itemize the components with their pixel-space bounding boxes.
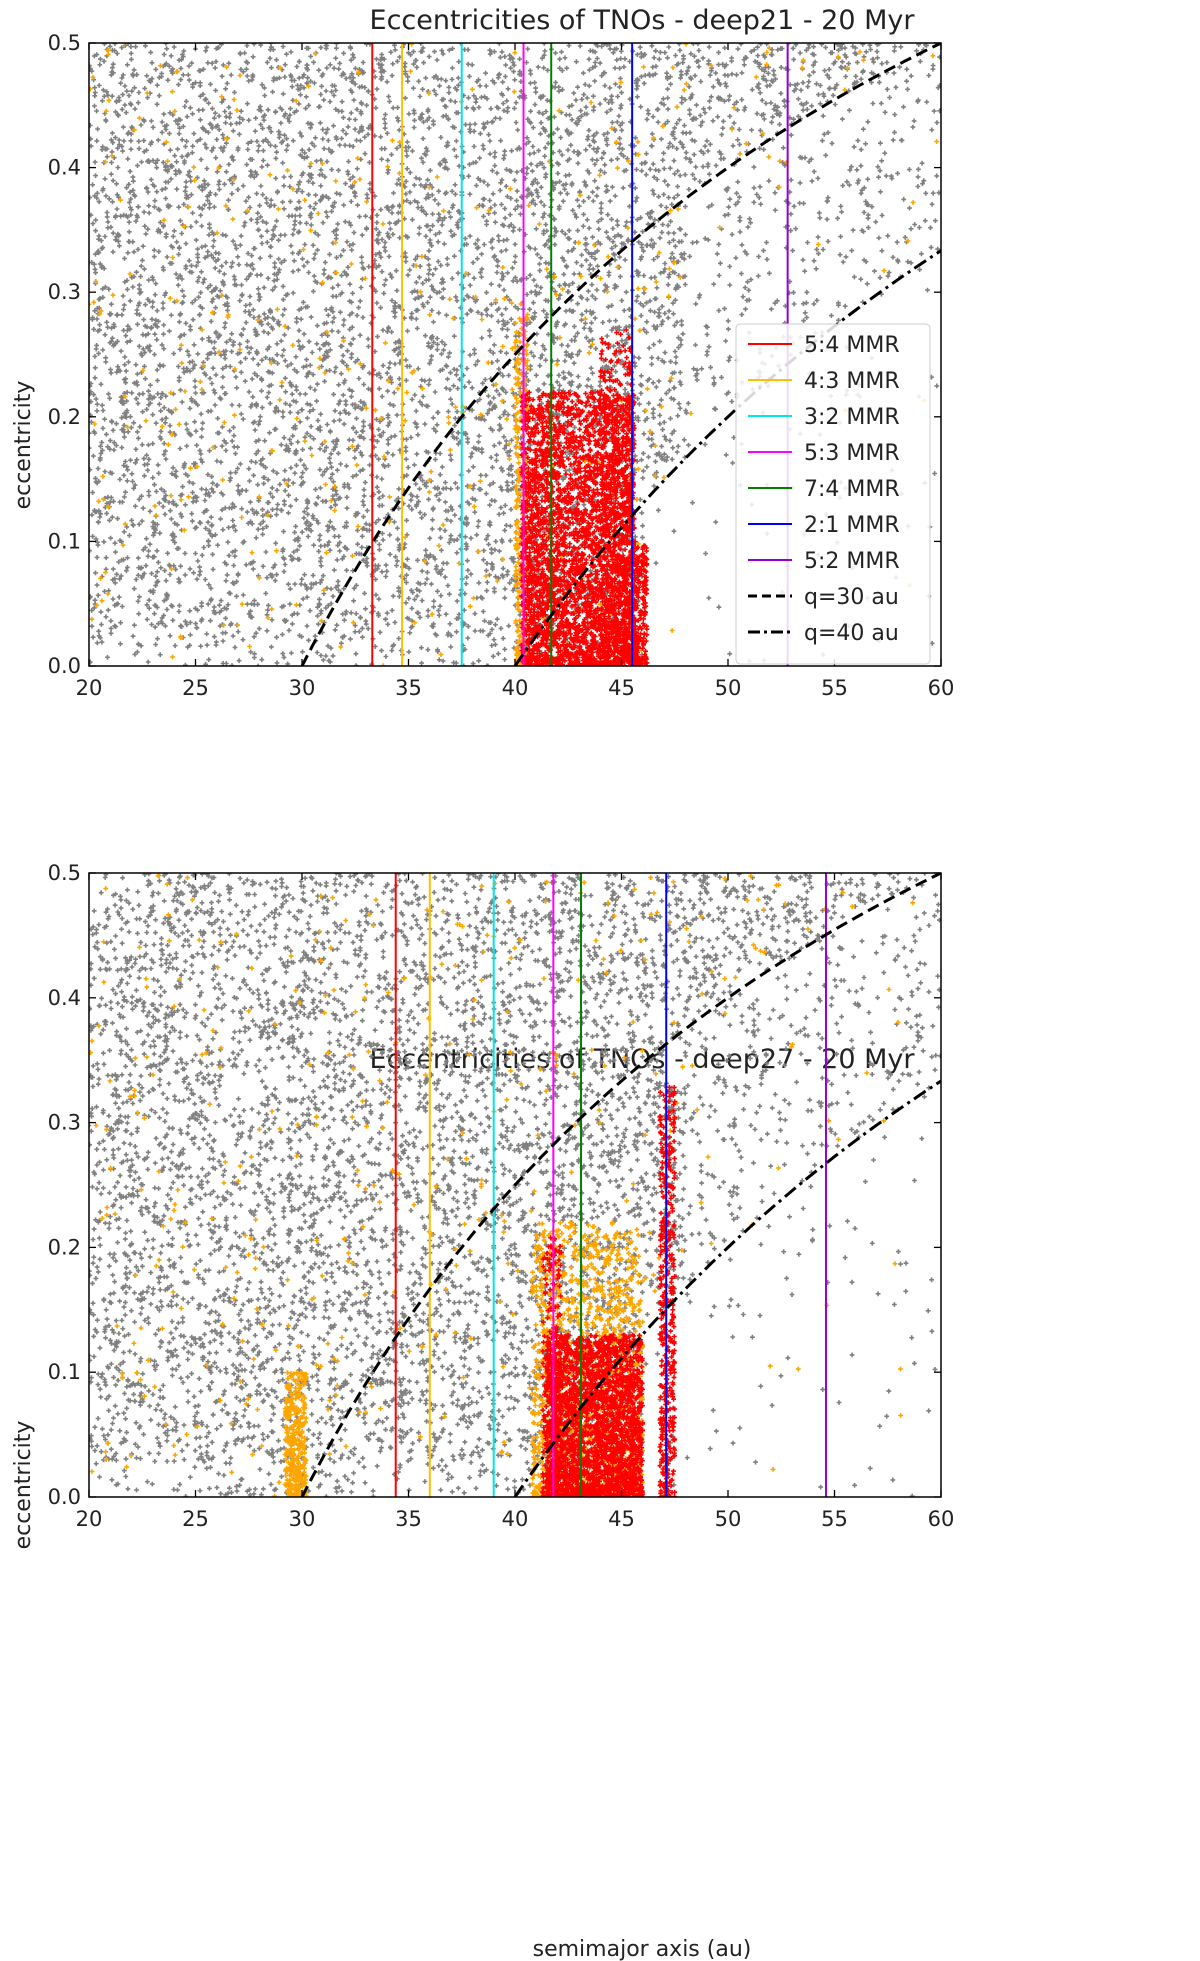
x-tick-label: 25 [182, 676, 209, 700]
y-tick-label: 0.3 [48, 1111, 81, 1135]
x-tick-label: 55 [821, 676, 848, 700]
legend-label: 2:1 MMR [804, 513, 900, 538]
x-tick-label: 25 [182, 1507, 209, 1531]
x-tick-label: 30 [289, 1507, 316, 1531]
x-tick-label: 50 [715, 1507, 742, 1531]
x-tick-label: 60 [928, 676, 955, 700]
chart-title: Eccentricities of TNOs - deep21 - 20 Myr [370, 5, 916, 36]
legend-label: q=40 au [804, 621, 899, 646]
scatter-intermediate-particles [89, 873, 915, 1497]
x-tick-label: 35 [395, 1507, 422, 1531]
x-tick-label: 45 [608, 676, 635, 700]
legend-label: 4:3 MMR [804, 369, 900, 394]
legend-label: q=30 au [804, 585, 899, 610]
scatter-cluster [282, 1370, 309, 1497]
scatter-cluster [632, 539, 650, 666]
perihelion-curve-q40 [513, 1079, 941, 1497]
legend-label: 3:2 MMR [804, 405, 900, 430]
x-tick-label: 45 [608, 1507, 635, 1531]
x-tick-label: 50 [715, 676, 742, 700]
x-tick-label: 40 [502, 676, 529, 700]
x-tick-label: 40 [502, 1507, 529, 1531]
legend-label: 5:3 MMR [804, 441, 900, 466]
panel-top: Eccentricities of TNOs - deep21 - 20 Myr… [11, 5, 954, 700]
y-tick-label: 0.5 [48, 31, 81, 55]
plot-area [89, 873, 941, 1497]
x-tick-label: 60 [928, 1507, 955, 1531]
legend-label: 5:2 MMR [804, 549, 900, 574]
x-tick-label: 20 [76, 1507, 103, 1531]
y-tick-label: 0.4 [48, 156, 81, 180]
x-axis-label: semimajor axis (au) [533, 1937, 752, 1961]
y-tick-label: 0.1 [48, 529, 81, 553]
panel-bottom: Eccentricities of TNOs - deep27 - 20 Myr… [11, 861, 954, 1961]
y-axis-label: eccentricity [11, 381, 36, 510]
y-tick-label: 0.2 [48, 1235, 81, 1259]
scatter-cluster [597, 327, 637, 666]
y-tick-label: 0.0 [48, 654, 81, 678]
y-tick-label: 0.3 [48, 280, 81, 304]
x-tick-label: 20 [76, 676, 103, 700]
y-tick-label: 0.1 [48, 1360, 81, 1384]
y-axis-label: eccentricity [11, 1421, 36, 1550]
legend-label: 5:4 MMR [804, 333, 900, 358]
y-tick-label: 0.0 [48, 1485, 81, 1509]
legend: 5:4 MMR 4:3 MMR 3:2 MMR 5:3 MMR 7:4 MMR 2:1 M… [735, 323, 931, 665]
x-tick-label: 30 [289, 676, 316, 700]
scatter-cluster [544, 1332, 646, 1497]
perihelion-curve-q30 [300, 43, 941, 666]
scatter-cluster [657, 1084, 678, 1497]
y-tick-label: 0.5 [48, 861, 81, 885]
legend-label: 7:4 MMR [804, 477, 900, 502]
x-tick-label: 35 [395, 676, 422, 700]
x-tick-label: 55 [821, 1507, 848, 1531]
perihelion-curve-q30 [300, 873, 941, 1497]
y-tick-label: 0.2 [48, 405, 81, 429]
scatter-background-particles [89, 43, 941, 666]
y-tick-label: 0.4 [48, 986, 81, 1010]
perihelion-curve-q40 [513, 249, 941, 666]
